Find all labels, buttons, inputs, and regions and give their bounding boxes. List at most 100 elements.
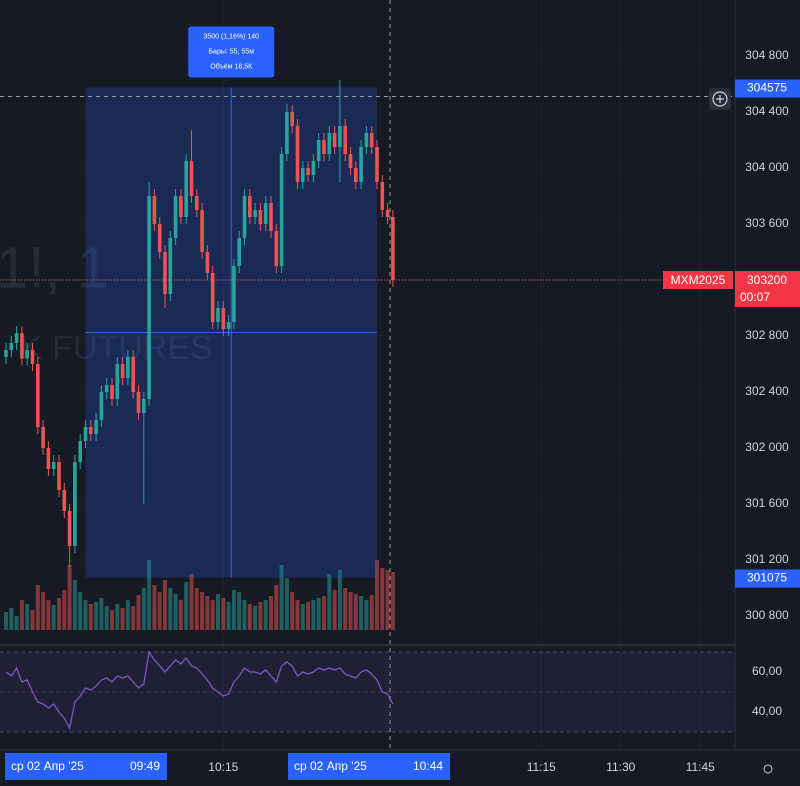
candle-body [253, 210, 257, 217]
volume-bar [136, 595, 141, 630]
candle-body [36, 364, 40, 427]
volume-bar [78, 592, 83, 630]
x-tick-label: 11:15 [527, 760, 556, 774]
volume-bar [194, 588, 199, 630]
candle-body [142, 399, 146, 413]
volume-bar [125, 600, 130, 630]
volume-bar [35, 585, 40, 630]
volume-bar [141, 588, 146, 630]
candle-body [25, 350, 29, 359]
volume-bar [83, 600, 88, 630]
symbol-bg [663, 271, 733, 289]
volume-bar [290, 592, 295, 630]
candle-body [248, 196, 252, 217]
candle-body [14, 333, 19, 343]
candle-body [369, 133, 374, 147]
volume-bar [62, 590, 67, 630]
candle-body [131, 357, 135, 392]
candle-body [354, 168, 358, 182]
volume-bar [343, 588, 348, 630]
candle-body [51, 462, 56, 469]
candle-body [210, 273, 215, 322]
x-tick-label: 10:15 [208, 760, 238, 774]
watermark: 1!, 1 [0, 235, 109, 300]
candle-body [104, 385, 109, 392]
candle-body [301, 168, 305, 182]
price-label-bg [735, 79, 800, 98]
candle-body [338, 126, 342, 147]
volume-bar [322, 596, 326, 630]
last-price-bg [735, 271, 800, 307]
candle-body [89, 427, 93, 434]
volume-bar [157, 592, 162, 630]
measure-tooltip [188, 26, 275, 78]
volume-bar [210, 600, 215, 630]
settings-button[interactable] [763, 764, 773, 774]
volume-bar [67, 565, 72, 630]
volume-bar [163, 580, 167, 630]
candle-body [216, 308, 220, 322]
rsi-line [5, 650, 394, 730]
candle-body [295, 126, 300, 182]
countdown: 00:07 [740, 290, 770, 304]
candle-body [274, 231, 279, 266]
candle-body [46, 448, 51, 469]
candle-body [221, 308, 226, 329]
candle-body [147, 196, 151, 399]
candle-body [136, 392, 141, 413]
volume-bar [380, 568, 385, 630]
rsi-tick-label: 60,00 [752, 664, 782, 678]
candle-body [83, 427, 88, 441]
volume-bar [306, 602, 311, 630]
volume-bar [72, 580, 77, 630]
volume-bar [205, 596, 210, 630]
volume-bar [88, 604, 93, 630]
candle-body [348, 154, 353, 168]
candle-body [237, 238, 241, 266]
time-label-date: ср 02 Апр '25 [294, 759, 367, 773]
candle-body [205, 252, 210, 273]
candle-body [30, 350, 35, 364]
rsi-tick-label: 40,00 [752, 704, 782, 718]
y-tick-label: 301 200 [745, 552, 789, 566]
volume-bar [14, 616, 19, 630]
candle-body [157, 224, 162, 252]
volume-bar [263, 600, 268, 630]
zoom-button[interactable] [709, 88, 731, 110]
y-tick-label: 302 000 [745, 440, 789, 454]
candle-body [115, 364, 120, 399]
volume-bar [4, 612, 8, 630]
volume-bar [269, 596, 273, 630]
candle-body [152, 196, 157, 224]
grid [0, 651, 735, 733]
volume-bar [327, 574, 332, 630]
volume-bar [221, 598, 226, 630]
candle-body [120, 364, 125, 378]
price-label: 301075 [747, 571, 787, 585]
candle-body [232, 266, 236, 322]
candle-layer [4, 79, 395, 567]
candle-body [269, 203, 273, 231]
volume-bar [131, 606, 136, 630]
volume-bar [216, 594, 220, 630]
volume-bar [385, 570, 390, 630]
volume-bar [99, 598, 104, 630]
volume-bar [247, 604, 252, 630]
y-tick-label: 302 800 [745, 328, 789, 342]
volume-bar [237, 592, 242, 630]
candle-body [375, 147, 379, 182]
x-tick-label: 11:45 [686, 760, 715, 774]
candle-body [391, 217, 395, 280]
y-tick-label: 304 000 [745, 160, 789, 174]
volume-bar [300, 604, 305, 630]
watermark: K FUTURES [20, 329, 213, 367]
axes-layer: 300 800 301 200 301 600 302 000 302 400 302 8… [5, 48, 800, 780]
candle-body [263, 203, 268, 224]
volume-bar [390, 572, 395, 630]
volume-bar [364, 600, 369, 630]
volume-bar [30, 610, 35, 630]
candle-body [62, 490, 67, 511]
measure-tooltip-text: Бары: 55, 55м [208, 48, 254, 55]
overlay-layer: 3500 (1,16%) 140 Бары: 55, 55м Объём 18,5К [0, 0, 735, 750]
measure-layer [85, 87, 377, 578]
